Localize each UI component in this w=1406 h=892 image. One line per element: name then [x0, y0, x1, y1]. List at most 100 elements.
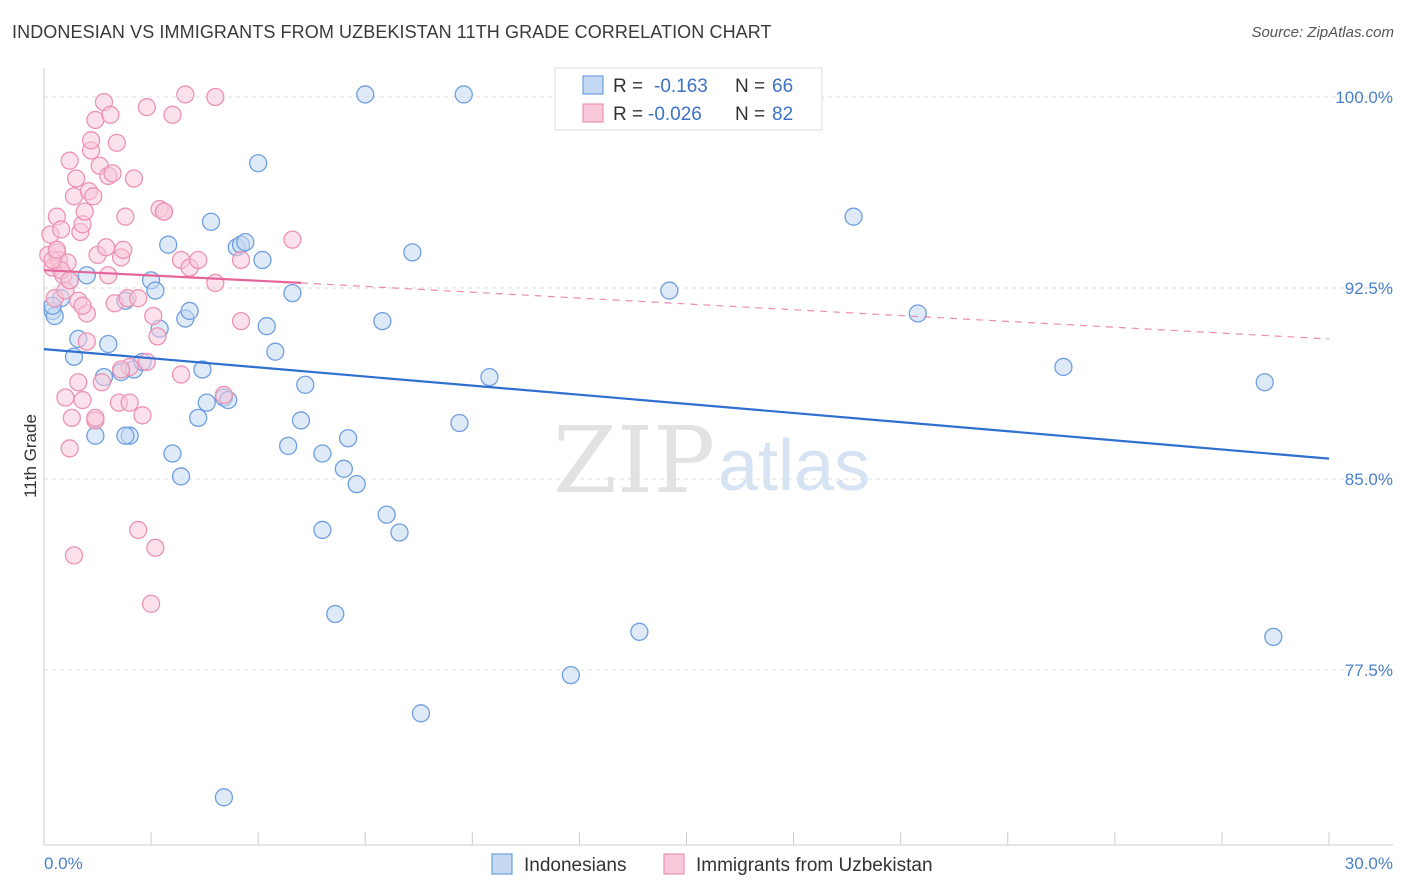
- point-uzbekistan: [171, 365, 191, 384]
- source-credit: Source: ZipAtlas.com: [1251, 24, 1394, 41]
- watermark-atlas: atlas: [718, 426, 870, 506]
- point-indonesians: [1054, 357, 1073, 377]
- point-indonesians: [334, 459, 353, 478]
- point-indonesians: [257, 317, 276, 336]
- point-uzbekistan: [163, 105, 182, 124]
- point-indonesians: [146, 281, 165, 300]
- y-tick-labels: 77.5% 85.0% 92.5% 100.0%: [1335, 88, 1393, 680]
- point-indonesians: [313, 444, 332, 463]
- legend-r-label-2: R =: [613, 104, 643, 125]
- point-indonesians: [377, 505, 396, 524]
- point-uzbekistan: [231, 250, 251, 270]
- point-uzbekistan: [116, 207, 135, 226]
- point-uzbekistan: [92, 373, 111, 392]
- point-uzbekistan: [86, 408, 105, 428]
- series-legend: Indonesians Immigrants from Uzbekistan: [491, 853, 933, 876]
- legend-swatch-indonesians: [582, 75, 604, 95]
- bottom-legend-label-uzbekistan: Immigrants from Uzbekistan: [696, 855, 933, 876]
- point-uzbekistan: [214, 385, 234, 405]
- point-uzbekistan: [103, 164, 122, 183]
- point-uzbekistan: [77, 332, 96, 351]
- point-indonesians: [338, 429, 358, 448]
- point-indonesians: [1255, 373, 1274, 392]
- legend-r-value-2: -0.026: [648, 104, 702, 125]
- point-uzbekistan: [107, 133, 126, 152]
- point-uzbekistan: [206, 87, 225, 107]
- point-indonesians: [193, 360, 212, 379]
- bottom-legend-swatch-uzbekistan: [663, 853, 685, 875]
- point-indonesians: [278, 436, 298, 456]
- legend-swatch-uzbekistan: [582, 103, 604, 123]
- point-indonesians: [77, 266, 96, 285]
- point-uzbekistan: [60, 151, 79, 170]
- point-uzbekistan: [66, 169, 86, 188]
- point-uzbekistan: [73, 296, 92, 315]
- point-uzbekistan: [84, 187, 103, 206]
- point-uzbekistan: [129, 289, 148, 308]
- point-indonesians: [159, 235, 178, 254]
- point-indonesians: [283, 283, 302, 303]
- point-uzbekistan: [111, 360, 131, 379]
- legend-n-label-2: N =: [735, 104, 765, 125]
- y-tick-label: 100.0%: [1335, 88, 1393, 107]
- point-uzbekistan: [124, 169, 144, 188]
- gridlines: [44, 96, 1393, 671]
- point-indonesians: [450, 413, 469, 433]
- point-indonesians: [313, 520, 332, 540]
- legend-r-label-1: R =: [613, 76, 643, 97]
- legend-r-value-1: -0.163: [654, 76, 708, 97]
- point-indonesians: [189, 408, 208, 428]
- point-indonesians: [99, 334, 118, 354]
- point-indonesians: [296, 375, 315, 394]
- point-uzbekistan: [154, 202, 174, 221]
- point-uzbekistan: [60, 439, 79, 458]
- point-uzbekistan: [283, 230, 302, 249]
- point-uzbekistan: [56, 388, 75, 407]
- point-uzbekistan: [133, 406, 152, 425]
- bottom-legend-label-indonesians: Indonesians: [524, 855, 626, 876]
- point-uzbekistan: [146, 538, 165, 557]
- point-indonesians: [253, 250, 272, 270]
- point-uzbekistan: [62, 408, 81, 428]
- point-indonesians: [480, 367, 499, 387]
- point-indonesians: [403, 243, 422, 262]
- scatter-points: [39, 85, 1283, 807]
- point-indonesians: [291, 411, 311, 430]
- point-indonesians: [163, 444, 182, 463]
- point-indonesians: [454, 85, 473, 104]
- legend-n-value-2: 82: [772, 104, 793, 125]
- point-indonesians: [197, 393, 216, 412]
- point-indonesians: [180, 301, 199, 321]
- point-uzbekistan: [60, 271, 79, 290]
- point-uzbekistan: [51, 220, 71, 239]
- y-tick-label: 77.5%: [1345, 661, 1393, 680]
- point-uzbekistan: [75, 202, 94, 221]
- point-uzbekistan: [120, 393, 139, 412]
- legend-n-value-1: 66: [772, 76, 793, 97]
- point-uzbekistan: [99, 266, 118, 285]
- y-axis-label: 11th Grade: [21, 414, 40, 498]
- bottom-legend-swatch-indonesians: [491, 853, 513, 875]
- trend-line-uzbekistan: [43, 269, 302, 285]
- point-uzbekistan: [47, 240, 66, 259]
- point-uzbekistan: [141, 594, 161, 613]
- point-indonesians: [214, 788, 234, 807]
- point-indonesians: [236, 233, 255, 252]
- point-indonesians: [630, 622, 649, 641]
- point-uzbekistan: [129, 520, 148, 540]
- point-uzbekistan: [189, 250, 208, 270]
- x-tick-label-max: 30.0%: [1345, 854, 1393, 873]
- point-indonesians: [908, 304, 927, 323]
- point-uzbekistan: [144, 306, 163, 326]
- point-uzbekistan: [137, 98, 156, 117]
- trend-line-uzbekistan-extension: [300, 282, 1330, 340]
- trend-lines: [43, 269, 1330, 460]
- x-tick-marks: [43, 832, 1330, 845]
- point-indonesians: [1264, 627, 1283, 647]
- point-uzbekistan: [64, 546, 84, 565]
- point-uzbekistan: [101, 105, 120, 124]
- y-tick-label: 85.0%: [1345, 470, 1393, 489]
- point-indonesians: [201, 212, 221, 231]
- stats-legend: R = -0.163 N = 66 R = -0.026 N = 82: [554, 67, 823, 131]
